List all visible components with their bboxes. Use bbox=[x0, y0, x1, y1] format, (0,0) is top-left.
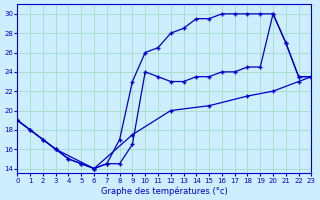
X-axis label: Graphe des températures (°c): Graphe des températures (°c) bbox=[101, 186, 228, 196]
